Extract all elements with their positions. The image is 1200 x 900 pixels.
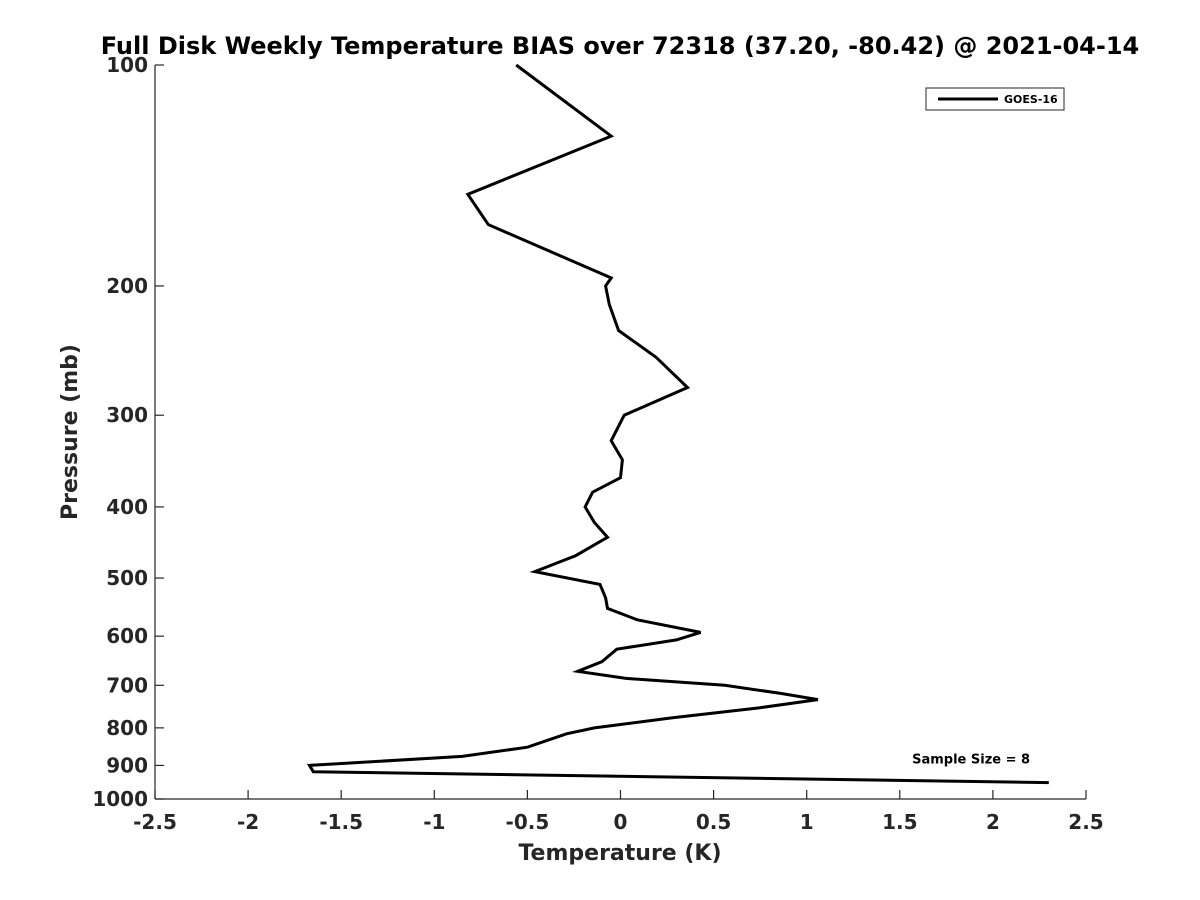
x-axis-label: Temperature (K) [518, 841, 721, 866]
x-ticks: -2.5 -2 -1.5 -1 -0.5 0 0.5 1 1.5 2 2.5 [133, 790, 1104, 834]
y-tick-label: 500 [106, 566, 148, 590]
chart-title: Full Disk Weekly Temperature BIAS over 7… [101, 32, 1140, 60]
y-tick-label: 400 [106, 495, 148, 519]
y-ticks: 100 200 300 400 500 600 700 800 900 1000 [92, 53, 164, 811]
x-tick-label: -1 [423, 810, 445, 834]
legend-label-goes-16: GOES-16 [1004, 93, 1058, 106]
x-tick-label: -1.5 [319, 810, 363, 834]
sample-size-annotation: Sample Size = 8 [912, 753, 1030, 768]
x-tick-label: 1 [800, 810, 814, 834]
y-tick-label: 300 [106, 403, 148, 427]
x-tick-label: 2.5 [1068, 810, 1103, 834]
x-tick-label: -0.5 [506, 810, 550, 834]
y-axis-label: Pressure (mb) [58, 344, 83, 520]
x-tick-label: 2 [986, 810, 1000, 834]
x-tick-label: -2 [237, 810, 259, 834]
x-tick-label: 0.5 [696, 810, 731, 834]
x-tick-label: 1.5 [882, 810, 917, 834]
y-tick-label: 1000 [92, 787, 148, 811]
y-tick-label: 200 [106, 274, 148, 298]
x-tick-label: -2.5 [133, 810, 177, 834]
y-tick-label: 900 [106, 753, 148, 777]
y-tick-label: 700 [106, 673, 148, 697]
x-tick-label: 0 [614, 810, 628, 834]
legend: GOES-16 [925, 87, 1065, 111]
y-tick-label: 800 [106, 716, 148, 740]
y-tick-label: 600 [106, 624, 148, 648]
y-tick-label: 100 [106, 53, 148, 77]
series-line-goes-16 [306, 63, 1049, 785]
series-layer [306, 63, 1049, 785]
